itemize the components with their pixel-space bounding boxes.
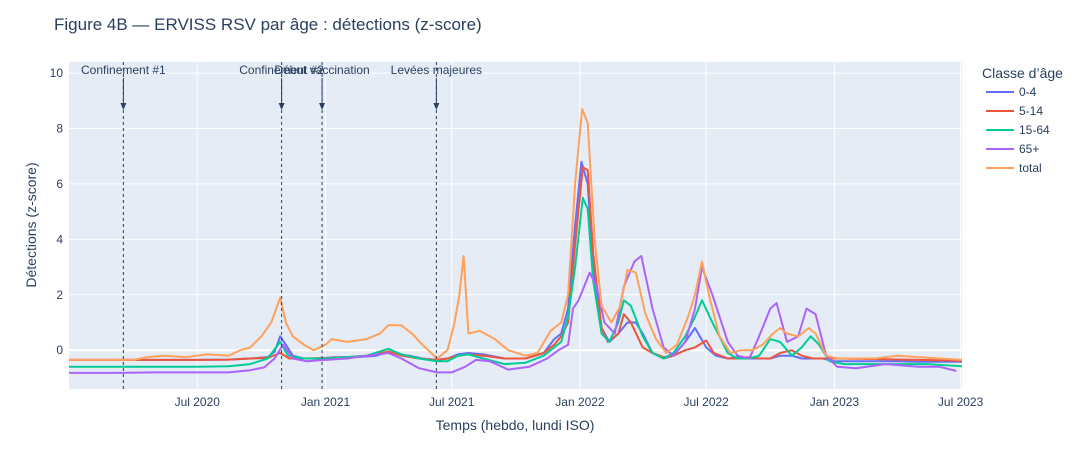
- x-tick-label: Jan 2023: [810, 395, 860, 409]
- annotation-label: Confinement #2: [239, 63, 324, 77]
- series-lines: [69, 108, 963, 374]
- annotation-label: Confinement #1: [81, 63, 166, 77]
- series-line-65+[interactable]: [69, 255, 957, 374]
- plot-area[interactable]: [69, 62, 962, 389]
- x-tick-label: Jul 2021: [429, 395, 475, 409]
- x-axis-title: Temps (hebdo, lundi ISO): [436, 417, 595, 433]
- y-tick-label: 10: [50, 66, 64, 80]
- y-tick-label: 2: [56, 288, 63, 302]
- legend-label-65+[interactable]: 65+: [1019, 142, 1039, 156]
- annotation-label: Début vaccination: [274, 63, 369, 77]
- y-tick-label: 8: [56, 122, 63, 136]
- grid-lines: [69, 62, 962, 389]
- chart-title: Figure 4B — ERVISS RSV par âge : détecti…: [54, 15, 482, 34]
- annotation-arrow-head: [278, 103, 285, 110]
- y-axis-title: Détections (z-score): [23, 162, 39, 287]
- annotation-arrow-head: [433, 103, 440, 110]
- annotation-arrow-head: [319, 103, 326, 110]
- y-tick-label: 4: [56, 232, 63, 246]
- series-line-total[interactable]: [69, 108, 963, 361]
- x-tick-label: Jan 2021: [301, 395, 351, 409]
- y-tick-label: 6: [56, 177, 63, 191]
- x-tick-label: Jul 2022: [683, 395, 729, 409]
- legend[interactable]: Classe d’âge 0-4 5-14 15-64 65+ total: [982, 65, 1063, 175]
- x-axis-ticks: Jul 2020 Jan 2021 Jul 2021 Jan 2022 Jul 2022…: [175, 395, 984, 409]
- annotation-arrow-head: [120, 103, 127, 110]
- x-tick-label: Jan 2022: [555, 395, 605, 409]
- legend-label-total[interactable]: total: [1019, 161, 1042, 175]
- legend-label-15-64[interactable]: 15-64: [1019, 123, 1050, 137]
- x-tick-label: Jul 2023: [938, 395, 984, 409]
- y-tick-label: 0: [56, 343, 63, 357]
- annotation-label: Levées majeures: [391, 63, 482, 77]
- x-tick-label: Jul 2020: [175, 395, 221, 409]
- legend-label-5-14[interactable]: 5-14: [1019, 104, 1043, 118]
- y-axis-ticks: 0 2 4 6 8 10: [50, 66, 64, 357]
- legend-label-0-4[interactable]: 0-4: [1019, 85, 1037, 99]
- legend-title: Classe d’âge: [982, 65, 1063, 81]
